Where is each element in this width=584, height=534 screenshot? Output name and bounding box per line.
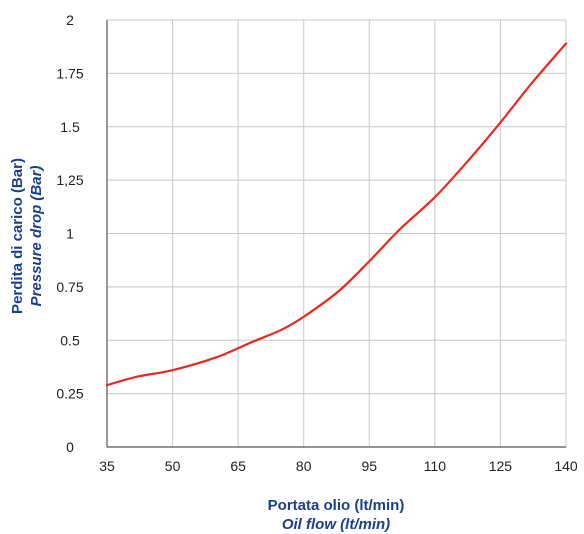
series-line-0 — [105, 42, 568, 387]
x-axis-title-translation: Oil flow (lt/min) — [282, 516, 390, 533]
y-tick-labels: 0 0.25 0.5 0.75 1 1,25 1.5 1.75 2 — [56, 12, 83, 455]
y-tick-label-6: 1.5 — [60, 119, 80, 135]
x-tick-label-7: 140 — [554, 458, 578, 474]
y-tick-label-2: 0.5 — [60, 332, 80, 348]
x-tick-label-2: 65 — [230, 458, 246, 474]
axes — [106, 20, 566, 448]
y-tick-label-4: 1 — [66, 226, 74, 242]
y-tick-label-1: 0.25 — [56, 386, 83, 402]
x-tick-label-4: 95 — [361, 458, 377, 474]
y-tick-label-0: 0 — [66, 439, 74, 455]
y-tick-label-3: 0.75 — [56, 279, 83, 295]
grid-lines — [106, 19, 567, 448]
series-layer — [105, 42, 568, 387]
y-axis-title-translation: Pressure drop (Bar) — [28, 166, 45, 307]
y-tick-label-5: 1,25 — [56, 172, 83, 188]
y-axis-title: Perdita di carico (Bar) — [9, 158, 26, 314]
x-tick-label-3: 80 — [296, 458, 312, 474]
x-tick-label-1: 50 — [165, 458, 181, 474]
x-tick-label-6: 125 — [489, 458, 513, 474]
y-tick-label-7: 1.75 — [56, 65, 83, 81]
y-tick-label-8: 2 — [66, 12, 74, 28]
x-tick-label-0: 35 — [99, 458, 115, 474]
x-axis-title: Portata olio (lt/min) — [268, 497, 405, 514]
x-tick-label-5: 110 — [424, 458, 447, 474]
x-tick-labels: 35 50 65 80 95 110 125 140 — [99, 458, 578, 474]
